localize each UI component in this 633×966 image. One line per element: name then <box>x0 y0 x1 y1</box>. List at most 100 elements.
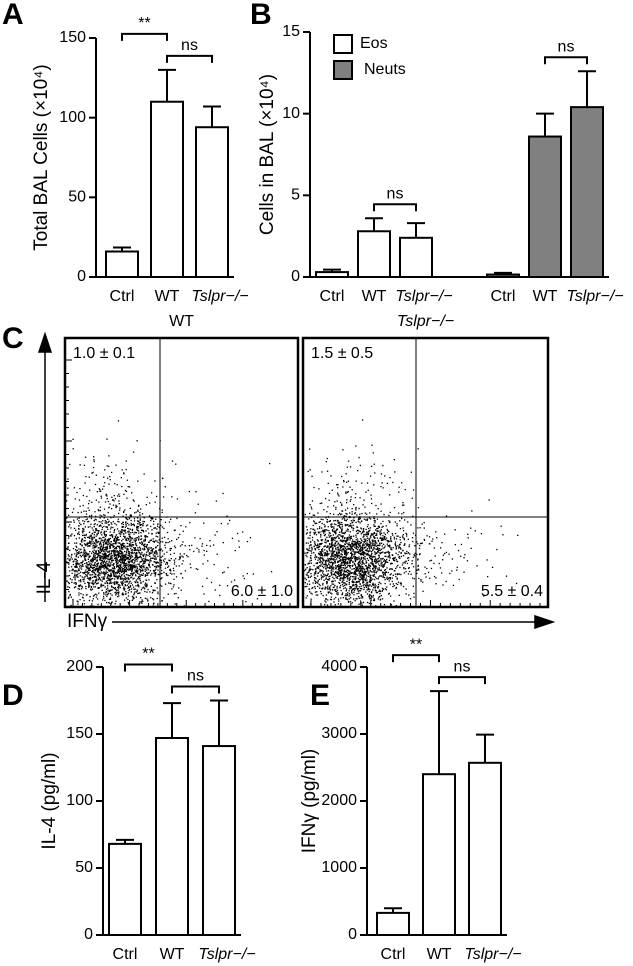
event-dot <box>99 559 101 561</box>
event-dot <box>98 576 101 579</box>
event-dot <box>363 541 365 544</box>
event-dot <box>376 567 378 569</box>
event-dot <box>361 482 363 484</box>
event-dot <box>349 560 351 562</box>
event-dot <box>97 573 100 576</box>
event-dot <box>106 438 108 440</box>
event-dot <box>474 530 476 532</box>
event-dot <box>130 566 132 568</box>
event-dot <box>134 537 136 540</box>
event-dot <box>337 555 339 557</box>
event-dot <box>96 534 98 536</box>
event-dot <box>331 566 333 568</box>
event-dot <box>216 553 218 555</box>
event-dot <box>153 520 155 522</box>
event-dot <box>128 569 130 571</box>
event-dot <box>128 524 130 526</box>
event-dot <box>345 559 347 561</box>
event-dot <box>339 567 342 569</box>
event-dot <box>110 517 112 519</box>
event-dot <box>351 565 354 567</box>
event-dot <box>349 512 351 514</box>
event-dot <box>110 535 112 537</box>
event-dot <box>76 573 79 576</box>
event-dot <box>123 557 125 559</box>
event-dot <box>83 534 86 536</box>
event-dot <box>350 535 353 538</box>
event-dot <box>365 571 368 573</box>
event-dot <box>135 539 137 542</box>
event-dot <box>355 598 357 600</box>
event-dot <box>70 566 73 568</box>
event-dot <box>157 541 159 544</box>
event-dot <box>103 544 105 546</box>
event-dot <box>125 532 127 534</box>
event-dot <box>214 534 216 536</box>
event-dot <box>111 559 113 562</box>
event-dot <box>317 585 319 588</box>
bar <box>399 236 433 279</box>
event-dot <box>361 558 363 560</box>
error-bar <box>407 222 425 238</box>
event-dot <box>92 554 95 556</box>
event-dot <box>122 568 124 571</box>
event-dot <box>133 518 136 520</box>
event-dot <box>324 534 326 537</box>
event-dot <box>344 560 346 562</box>
event-dot <box>136 552 138 554</box>
event-dot <box>349 578 351 580</box>
event-dot <box>330 596 332 598</box>
event-dot <box>136 589 138 591</box>
event-dot <box>366 583 368 585</box>
event-dot <box>101 580 103 582</box>
event-dot <box>91 539 93 541</box>
event-dot <box>103 568 105 570</box>
event-dot <box>117 571 120 573</box>
event-dot <box>104 551 106 553</box>
event-dot <box>336 591 338 593</box>
event-dot <box>94 552 96 555</box>
event-dot <box>77 532 79 534</box>
x-tick-label: WT <box>533 288 558 305</box>
event-dot <box>331 583 333 585</box>
event-dot <box>341 593 343 596</box>
event-dot <box>66 517 68 519</box>
event-dot <box>111 543 113 545</box>
event-dot <box>124 547 126 549</box>
event-dot <box>179 533 181 536</box>
event-dot <box>116 571 118 573</box>
event-dot <box>320 534 322 536</box>
event-dot <box>115 539 118 541</box>
event-dot <box>361 571 363 573</box>
event-dot <box>370 494 372 496</box>
y-tick-label: 5 <box>291 187 300 204</box>
event-dot <box>441 572 443 574</box>
event-dot <box>119 535 122 537</box>
event-dot <box>108 455 110 457</box>
event-dot <box>123 599 126 601</box>
event-dot <box>313 572 316 574</box>
event-dot <box>128 553 131 555</box>
event-dot <box>374 545 376 547</box>
event-dot <box>376 591 379 594</box>
event-dot <box>405 568 407 570</box>
event-dot <box>466 560 469 562</box>
event-dot <box>138 568 140 570</box>
event-dot <box>382 543 385 545</box>
event-dot <box>358 595 360 598</box>
event-dot <box>115 581 117 583</box>
event-dot <box>91 588 94 590</box>
event-dot <box>144 545 147 548</box>
event-dot <box>359 552 361 554</box>
event-dot <box>103 539 105 541</box>
event-dot <box>105 572 107 575</box>
event-dot <box>378 581 381 583</box>
event-dot <box>500 525 502 527</box>
event-dot <box>99 574 101 576</box>
event-dot <box>88 586 90 588</box>
event-dot <box>115 542 117 544</box>
event-dot <box>119 586 121 589</box>
legend-label: Eos <box>360 35 388 52</box>
event-dot <box>105 566 108 568</box>
event-dot <box>74 553 76 555</box>
